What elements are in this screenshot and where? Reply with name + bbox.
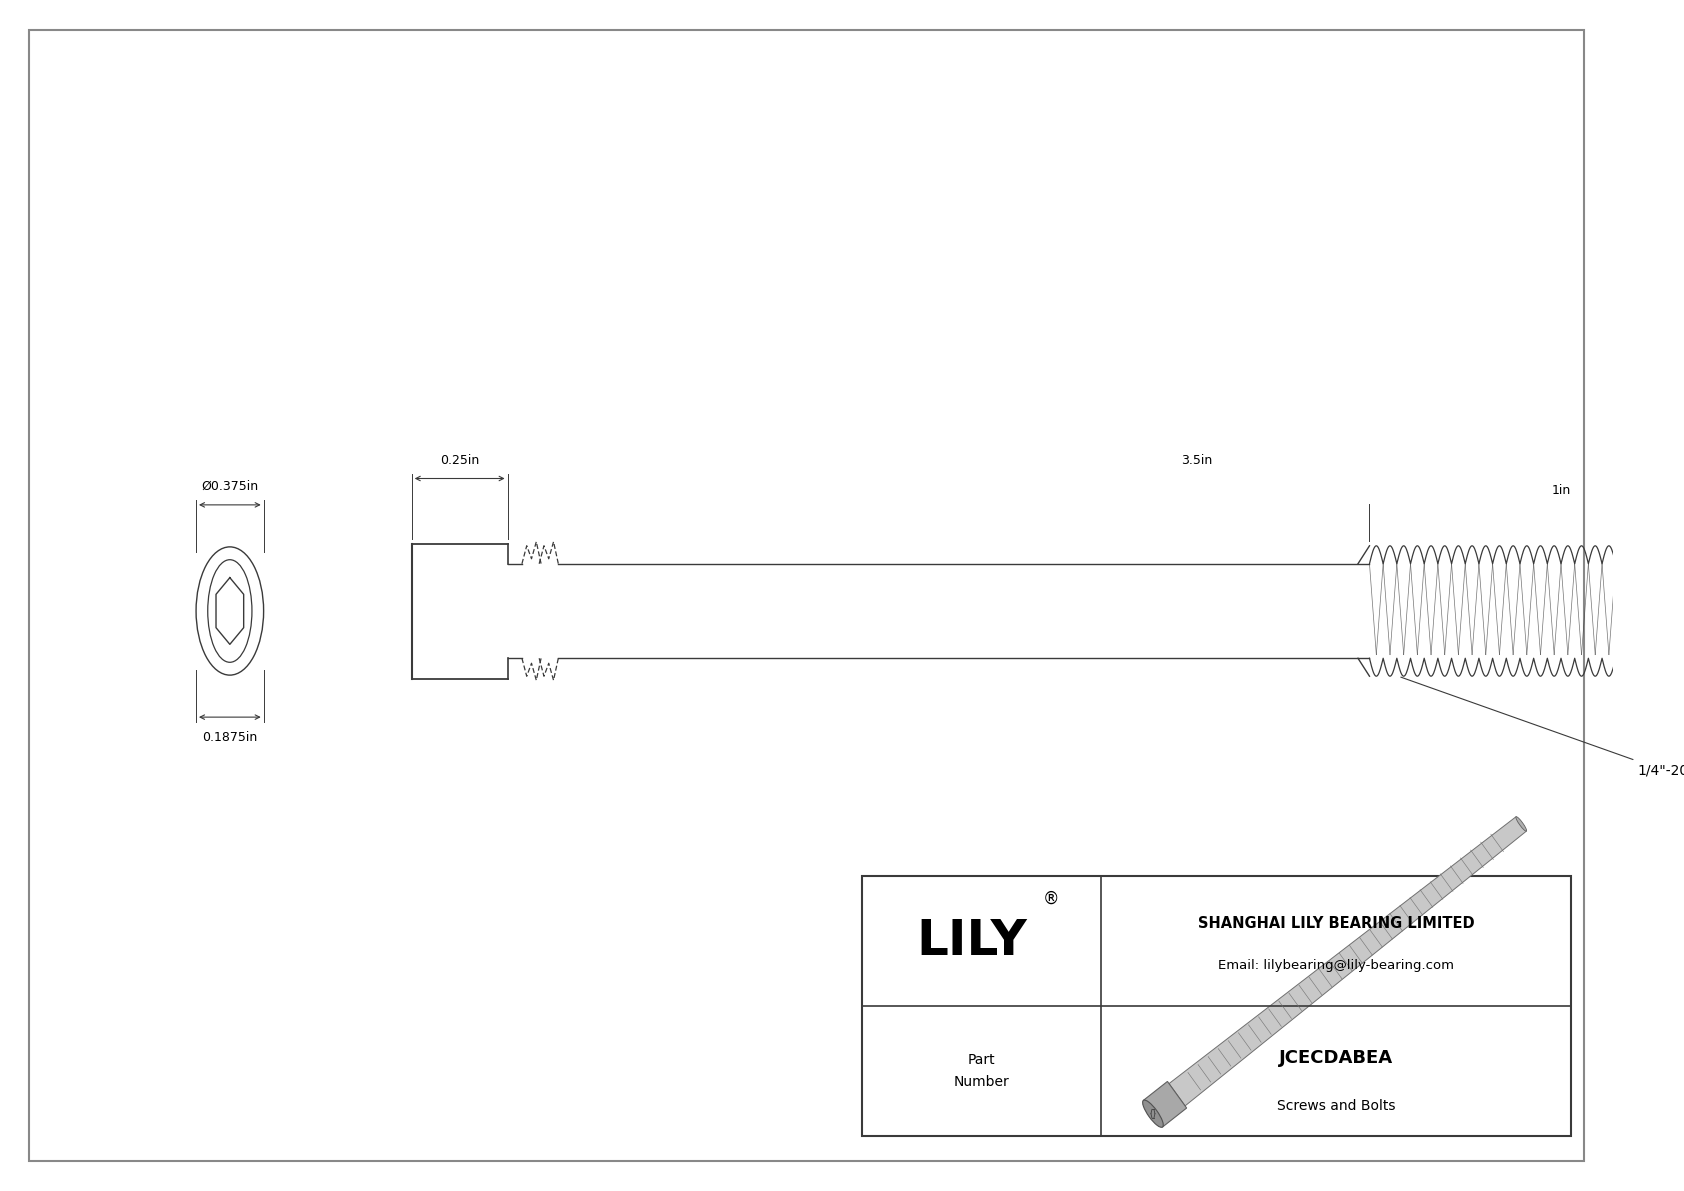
Ellipse shape <box>1516 817 1527 831</box>
Polygon shape <box>1169 817 1526 1106</box>
Text: 1in: 1in <box>1551 484 1571 497</box>
Text: Ø0.375in: Ø0.375in <box>202 480 258 493</box>
Bar <box>862 877 1571 1136</box>
Text: LILY: LILY <box>916 917 1027 965</box>
Text: 0.25in: 0.25in <box>440 454 480 467</box>
Text: 0.1875in: 0.1875in <box>202 731 258 744</box>
Text: 1/4"-20: 1/4"-20 <box>1401 678 1684 778</box>
Ellipse shape <box>1143 1100 1164 1128</box>
Text: JCECDABEA: JCECDABEA <box>1278 1049 1393 1067</box>
Text: ®: ® <box>1042 890 1059 908</box>
Polygon shape <box>1143 1081 1187 1127</box>
Text: Part
Number: Part Number <box>953 1053 1009 1090</box>
Text: Email: lilybearing@lily-bearing.com: Email: lilybearing@lily-bearing.com <box>1218 960 1453 973</box>
Text: SHANGHAI LILY BEARING LIMITED: SHANGHAI LILY BEARING LIMITED <box>1197 917 1474 931</box>
Text: 3.5in: 3.5in <box>1182 454 1212 467</box>
Text: Screws and Bolts: Screws and Bolts <box>1276 1099 1396 1114</box>
